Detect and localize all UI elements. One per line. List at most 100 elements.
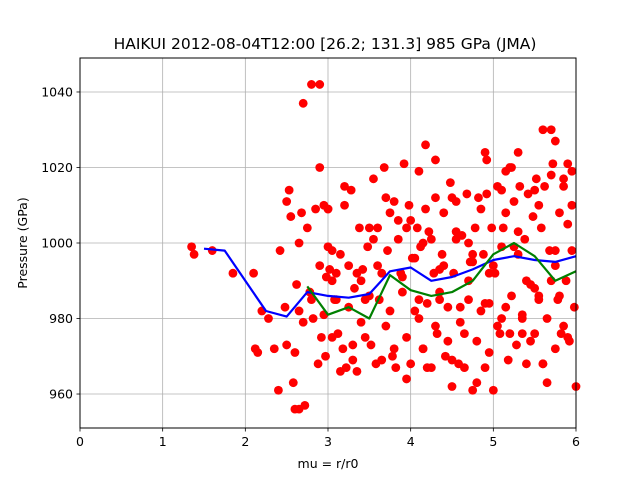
scatter-point xyxy=(355,223,364,233)
scatter-point xyxy=(348,355,358,365)
scatter-point xyxy=(404,200,414,210)
scatter-point xyxy=(509,197,519,206)
scatter-point xyxy=(480,299,490,308)
scatter-point xyxy=(530,329,540,339)
scatter-point xyxy=(455,317,465,327)
scatter-point xyxy=(507,291,516,301)
scatter-point xyxy=(344,261,354,271)
scatter-point xyxy=(546,125,556,135)
mean-pressure-line xyxy=(203,247,577,318)
scatter-point xyxy=(406,215,416,225)
scatter-point xyxy=(474,193,483,203)
scatter-point xyxy=(388,351,397,361)
scatter-point xyxy=(517,310,527,320)
scatter-point xyxy=(308,314,318,323)
scatter-point xyxy=(445,178,455,187)
scatter-point xyxy=(294,238,304,248)
scatter-point xyxy=(253,348,263,357)
scatter-point xyxy=(479,249,488,259)
scatter-point xyxy=(495,329,505,339)
scatter-point xyxy=(559,321,568,331)
scatter-point xyxy=(398,287,407,297)
scatter-point xyxy=(451,227,461,237)
scatter-point xyxy=(515,181,525,191)
scatter-point xyxy=(443,302,453,312)
scatter-point xyxy=(550,261,560,271)
scatter-point xyxy=(550,344,560,354)
scatter-point xyxy=(294,404,304,414)
scatter-point xyxy=(338,344,348,354)
scatter-point xyxy=(389,197,399,206)
scatter-point xyxy=(484,348,494,357)
scatter-point xyxy=(422,363,432,372)
scatter-point xyxy=(523,189,533,199)
scatter-point xyxy=(482,155,492,165)
scatter-point xyxy=(567,246,577,255)
scatter-point xyxy=(350,283,359,293)
y-axis: 960 980 1000 1020 1040 xyxy=(41,84,80,402)
scatter-point xyxy=(540,181,549,191)
scatter-point xyxy=(275,246,285,255)
scatter-point xyxy=(298,317,308,327)
scatter-point xyxy=(464,238,473,248)
scatter-point xyxy=(561,276,571,286)
scatter-point xyxy=(288,378,298,388)
scatter-point xyxy=(399,159,409,169)
scatter-point xyxy=(432,329,442,339)
scatter-point xyxy=(282,197,292,206)
scatter-point xyxy=(563,219,573,229)
scatter-point xyxy=(348,340,358,350)
scatter-point xyxy=(468,249,478,259)
scatter-point xyxy=(369,234,378,244)
scatter-point xyxy=(550,246,560,255)
scatter-point xyxy=(323,204,333,214)
scatter-point xyxy=(531,174,541,184)
y-axis-label: Pressure (GPa) xyxy=(15,197,30,288)
scatter-point xyxy=(383,246,392,255)
x-tick-label: 3 xyxy=(324,434,332,449)
scatter-point xyxy=(501,208,511,218)
scatter-point xyxy=(414,295,424,305)
scatter-point xyxy=(406,359,416,369)
scatter-point xyxy=(364,223,374,233)
scatter-point xyxy=(418,238,428,248)
scatter-point xyxy=(352,366,362,376)
chart-title: HAIKUI 2012-08-04T12:00 [26.2; 131.3] 98… xyxy=(114,35,537,53)
scatter-point xyxy=(497,185,506,195)
scatter-point xyxy=(286,212,296,221)
scatter-point xyxy=(431,155,440,165)
scatter-point xyxy=(282,340,292,350)
scatter-point xyxy=(460,363,469,372)
y-tick-label: 980 xyxy=(49,311,73,326)
x-tick-label: 5 xyxy=(489,434,497,449)
scatter-point xyxy=(472,378,482,388)
scatter-point xyxy=(501,302,511,312)
scatter-point xyxy=(462,189,472,199)
scatter-point xyxy=(340,181,349,191)
scatter-point xyxy=(513,147,523,157)
scatter-point xyxy=(264,314,273,323)
scatter-point xyxy=(464,295,473,305)
scatter-point xyxy=(402,332,411,342)
scatter-point xyxy=(377,268,387,278)
scatter-point xyxy=(530,185,540,195)
scatter-point xyxy=(228,268,238,278)
scatter-point xyxy=(412,223,422,233)
scatter-point xyxy=(269,344,279,354)
scatter-point xyxy=(431,321,440,331)
scatter-point xyxy=(567,200,577,210)
scatter-point xyxy=(530,283,540,293)
scatter-point xyxy=(410,253,420,263)
scatter-point xyxy=(507,163,516,172)
scatter-point xyxy=(373,223,382,233)
scatter-point xyxy=(346,185,356,195)
scatter-point xyxy=(366,340,376,350)
scatter-point xyxy=(522,359,531,369)
scatter-point xyxy=(439,208,449,218)
scatter-point xyxy=(555,208,564,218)
x-tick-label: 4 xyxy=(407,434,415,449)
scatter-point xyxy=(298,98,308,108)
scatter-point xyxy=(484,268,494,278)
scatter-point xyxy=(476,306,486,316)
